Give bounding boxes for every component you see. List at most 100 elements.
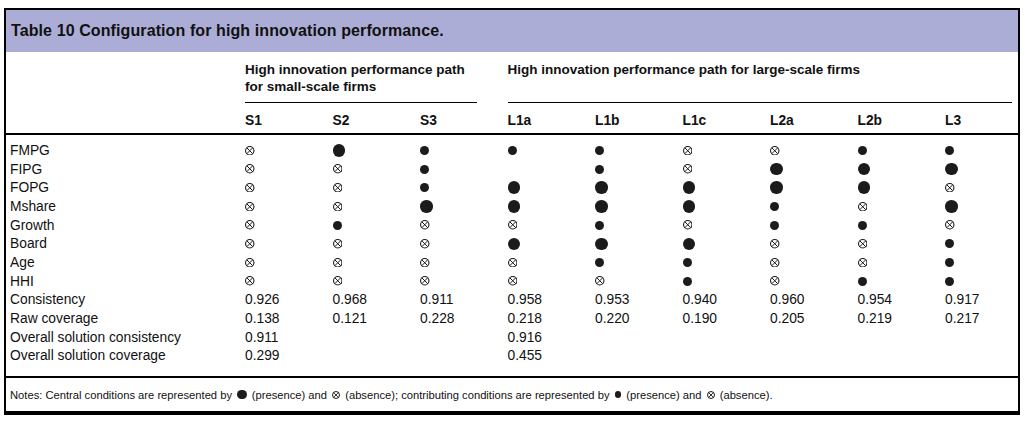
cell-symbol [420, 276, 508, 286]
crossed-circle-icon [770, 276, 780, 286]
crossed-circle-icon [858, 239, 868, 249]
row-label: Mshare [10, 199, 245, 214]
contributing-presence-dot [945, 239, 954, 248]
crossed-circle-icon [333, 183, 343, 193]
table-body: FMPGFIPGFOPGMshareGrowthBoardAgeHHIConsi… [6, 135, 1018, 376]
cell-symbol [770, 181, 858, 194]
crossed-circle-icon [420, 276, 430, 286]
cell-value: 0.455 [508, 348, 596, 363]
crossed-circle-icon [333, 239, 343, 249]
group-header-row: High innovation performance path for sma… [10, 58, 1012, 103]
central-presence-dot [595, 200, 608, 213]
cell-symbol [945, 258, 1012, 267]
cell-symbol [508, 146, 596, 155]
cell-value: 0.953 [595, 292, 683, 307]
contributing-presence-dot [420, 146, 429, 155]
crossed-circle-icon [332, 391, 340, 399]
cell-symbol [595, 276, 683, 286]
cell-symbol [945, 146, 1012, 155]
cell-symbol [858, 163, 946, 176]
cell-symbol [595, 181, 683, 194]
contributing-presence-dot [595, 146, 604, 155]
cell-symbol [245, 146, 333, 156]
column-header-L3: L3 [945, 113, 1012, 133]
contributing-presence-dot [770, 202, 779, 211]
condition-row-FMPG: FMPG [10, 141, 1012, 160]
row-label: HHI [10, 274, 245, 289]
row-label: FIPG [10, 162, 245, 177]
cell-symbol [945, 200, 1012, 213]
cell-symbol [245, 183, 333, 193]
cell-symbol [508, 276, 596, 286]
condition-row-Age: Age [10, 253, 1012, 272]
central-presence-dot [945, 163, 958, 176]
cell-symbol [858, 181, 946, 194]
cell-symbol [333, 183, 421, 193]
crossed-circle-icon [245, 164, 255, 174]
central-presence-dot [683, 238, 696, 251]
cell-symbol [508, 238, 596, 251]
cell-symbol [595, 200, 683, 213]
crossed-circle-icon [333, 164, 343, 174]
contributing-presence-dot [945, 258, 954, 267]
notes-text: Notes: Central conditions are represente… [10, 389, 773, 401]
cell-symbol [245, 164, 333, 174]
cell-symbol [245, 239, 333, 249]
column-header-L1a: L1a [508, 113, 596, 133]
column-header-S2: S2 [333, 113, 421, 133]
central-presence-dot [508, 181, 521, 194]
cell-value: 0.228 [420, 311, 508, 326]
crossed-circle-icon [707, 391, 715, 399]
row-label: Raw coverage [10, 311, 245, 326]
notes-segment: Notes: Central conditions are represente… [10, 389, 235, 401]
cell-symbol [333, 221, 421, 230]
cell-symbol [333, 202, 421, 212]
notes-segment: (absence). [717, 389, 773, 401]
row-label: Board [10, 236, 245, 251]
cell-symbol [770, 258, 858, 268]
cell-symbol [770, 239, 858, 249]
cell-symbol [683, 164, 771, 174]
contributing-presence-dot [508, 146, 517, 155]
cell-symbol [420, 220, 508, 230]
contributing-presence-dot [595, 165, 604, 174]
notes-segment: (absence); contributing conditions are r… [342, 389, 613, 401]
crossed-circle-icon [333, 202, 343, 212]
row-label: Consistency [10, 292, 245, 307]
central-presence-dot [420, 200, 433, 213]
stat-row: Overall solution coverage0.2990.455 [10, 347, 1012, 366]
row-label: Growth [10, 218, 245, 233]
cell-symbol [333, 276, 421, 286]
table-title: Table 10 Configuration for high innovati… [11, 22, 444, 40]
central-presence-dot [683, 200, 696, 213]
cell-symbol [858, 221, 946, 230]
crossed-circle-icon [858, 258, 868, 268]
cell-symbol [770, 276, 858, 286]
central-presence-dot [683, 181, 696, 194]
cell-value: 0.217 [945, 311, 1012, 326]
contributing-presence-dot [770, 221, 779, 230]
cell-value: 0.954 [858, 292, 946, 307]
central-presence-dot [595, 181, 608, 194]
condition-row-FIPG: FIPG [10, 160, 1012, 179]
contributing-presence-dot [333, 221, 342, 230]
central-presence-dot [770, 181, 783, 194]
cell-symbol [858, 146, 946, 155]
crossed-circle-icon [245, 276, 255, 286]
central-presence-dot [508, 200, 521, 213]
row-label: Age [10, 255, 245, 270]
crossed-circle-icon [245, 220, 255, 230]
empty-corner-cell [10, 58, 245, 103]
cell-symbol [245, 276, 333, 286]
cell-symbol [770, 221, 858, 230]
contributing-presence-dot [858, 146, 867, 155]
cell-symbol [595, 238, 683, 251]
crossed-circle-icon [683, 146, 693, 156]
cell-value: 0.940 [683, 292, 771, 307]
cell-value: 0.190 [683, 311, 771, 326]
cell-value: 0.911 [420, 292, 508, 307]
cell-symbol [333, 258, 421, 268]
column-header-L1b: L1b [595, 113, 683, 133]
notes-segment: (presence) and [623, 389, 704, 401]
cell-symbol [770, 163, 858, 176]
